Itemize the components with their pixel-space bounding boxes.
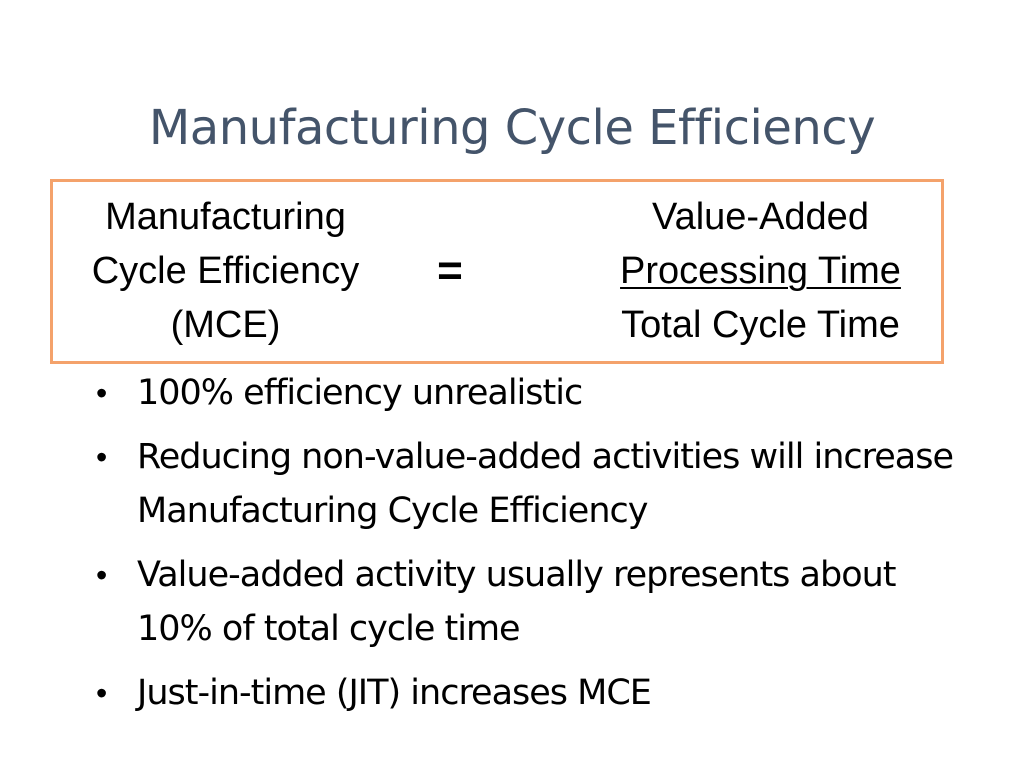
bullet-text: Just-in-time (JIT) increases MCE: [137, 673, 652, 713]
bullet-item: • 100% efficiency unrealistic: [96, 366, 976, 420]
bullet-icon: •: [96, 557, 107, 593]
formula-lhs: Manufacturing Cycle Efficiency (MCE): [53, 190, 398, 352]
formula-lhs-line: Manufacturing: [105, 196, 346, 238]
bullet-icon: •: [96, 439, 107, 475]
formula-numerator-line: Value-Added: [652, 196, 869, 238]
equals-sign: =: [437, 246, 463, 295]
formula-denominator: Total Cycle Time: [621, 304, 900, 346]
bullet-text: Reducing non-value-added activities will…: [137, 437, 954, 531]
bullet-text: Value-added activity usually represents …: [137, 555, 897, 649]
bullet-icon: •: [96, 675, 107, 711]
formula-lhs-line: Cycle Efficiency: [91, 250, 360, 292]
formula-box: Manufacturing Cycle Efficiency (MCE) = V…: [50, 179, 944, 364]
formula-numerator-line: Processing Time: [620, 250, 901, 292]
bullet-text: 100% efficiency unrealistic: [137, 373, 583, 413]
bullet-list: • 100% efficiency unrealistic • Reducing…: [96, 366, 976, 730]
bullet-item: • Value-added activity usually represent…: [96, 548, 976, 656]
formula-rhs: Value-Added Processing Time Total Cycle …: [588, 190, 933, 352]
slide-title: Manufacturing Cycle Efficiency: [148, 100, 876, 156]
bullet-item: • Reducing non-value-added activities wi…: [96, 430, 976, 538]
bullet-icon: •: [96, 375, 107, 411]
bullet-item: • Just-in-time (JIT) increases MCE: [96, 666, 976, 720]
formula-lhs-line: (MCE): [170, 304, 281, 346]
